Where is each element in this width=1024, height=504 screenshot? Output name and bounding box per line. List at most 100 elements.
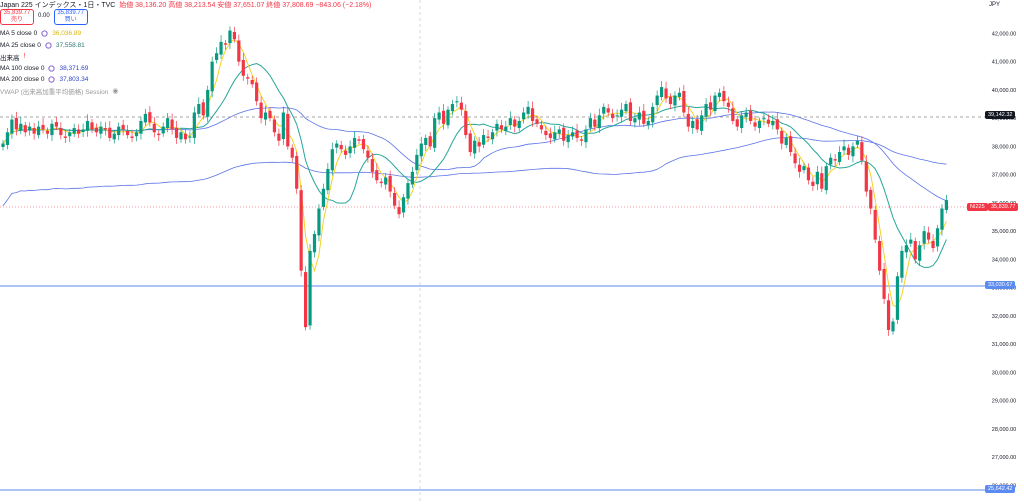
candle-body bbox=[749, 110, 753, 121]
y-tick-label: 41,000.00 bbox=[992, 60, 1016, 66]
y-tick-label: 29,000.00 bbox=[992, 399, 1016, 405]
candle-body bbox=[308, 250, 312, 326]
candle-body bbox=[717, 92, 722, 97]
candle-body bbox=[281, 112, 285, 140]
candle-body bbox=[272, 119, 277, 133]
candle-body bbox=[829, 157, 833, 165]
legend-row-ma100[interactable]: MA 100 close 0 38,371.69 bbox=[0, 63, 118, 75]
eye-icon[interactable]: ◉ bbox=[112, 88, 119, 96]
y-tick-label: 40,000.00 bbox=[992, 88, 1016, 94]
candle-body bbox=[695, 119, 699, 130]
y-tick-label: 38,000.00 bbox=[992, 144, 1016, 150]
candle-body bbox=[130, 136, 134, 138]
candle-body bbox=[664, 88, 668, 99]
legend-row-vwap[interactable]: VWAP (出来高加重平均価格) Session ◉ bbox=[0, 86, 118, 98]
ma25-line bbox=[2, 62, 947, 268]
candle-body bbox=[415, 154, 419, 171]
candle-body bbox=[482, 135, 486, 145]
candle-body bbox=[846, 147, 851, 155]
y-tick-label: 35,000.00 bbox=[992, 229, 1016, 235]
candle-body bbox=[450, 104, 455, 112]
settings-icon[interactable] bbox=[45, 42, 52, 49]
candle-body bbox=[886, 300, 891, 330]
indicator-legend: MA 5 close 0 36,036.89 MA 25 close 0 37,… bbox=[0, 28, 118, 97]
candle-body bbox=[379, 181, 383, 184]
candle-body bbox=[802, 166, 806, 171]
candle-body bbox=[508, 118, 512, 125]
candle-body bbox=[206, 89, 210, 117]
candle-body bbox=[223, 43, 228, 45]
candle-body bbox=[50, 123, 54, 136]
candle-body bbox=[757, 120, 762, 129]
candle-body bbox=[526, 106, 530, 114]
candle-body bbox=[651, 106, 655, 123]
candle-body bbox=[495, 123, 499, 131]
candle-body bbox=[619, 109, 624, 117]
candle-body bbox=[806, 167, 811, 181]
candle-body bbox=[295, 155, 299, 189]
candle-body bbox=[869, 189, 873, 209]
currency-label: JPY bbox=[988, 2, 1000, 8]
candle-body bbox=[424, 137, 428, 145]
symbol-badge: NI225 bbox=[967, 203, 988, 211]
candle-body bbox=[811, 181, 815, 186]
candle-body bbox=[838, 152, 842, 162]
candle-body bbox=[388, 175, 392, 192]
settings-icon[interactable] bbox=[48, 65, 56, 72]
candle-body bbox=[539, 125, 544, 130]
candle-body bbox=[63, 136, 67, 138]
alert-icon[interactable]: ! bbox=[23, 53, 26, 61]
moving-average-lines bbox=[2, 38, 947, 308]
legend-row-volume[interactable]: 出来高 ! bbox=[0, 51, 118, 63]
candle-body bbox=[348, 146, 352, 154]
candle-body bbox=[784, 137, 788, 145]
candle-body bbox=[201, 102, 205, 116]
candle-body bbox=[19, 123, 23, 131]
candle-body bbox=[708, 102, 713, 110]
y-tick-label: 37,000.00 bbox=[992, 173, 1016, 179]
candle-body bbox=[335, 143, 339, 148]
candle-body bbox=[32, 128, 36, 134]
candle-body bbox=[490, 132, 495, 140]
candle-body bbox=[290, 147, 294, 158]
candle-body bbox=[522, 112, 526, 120]
candle-body bbox=[677, 92, 681, 97]
candle-body bbox=[655, 95, 659, 106]
candle-body bbox=[232, 32, 236, 40]
sell-button[interactable]: 35,839.77 売り bbox=[0, 9, 34, 25]
current-price-badge: 35,839.77 bbox=[988, 203, 1019, 211]
legend-label: MA 5 close 0 bbox=[0, 30, 38, 38]
candle-body bbox=[473, 140, 477, 154]
legend-value: 37,558.81 bbox=[55, 41, 85, 49]
symbol-title[interactable]: Japan 225 インデックス・1日・TVC bbox=[0, 2, 116, 9]
buy-button[interactable]: 35,839.77 買い bbox=[53, 9, 88, 25]
candle-body bbox=[210, 61, 214, 92]
candle-body bbox=[192, 112, 196, 138]
legend-row-ma25[interactable]: MA 25 close 0 37,558.81 bbox=[0, 40, 118, 52]
legend-row-ma200[interactable]: MA 200 close 0 37,803.34 bbox=[0, 74, 118, 86]
candle-body bbox=[126, 130, 130, 136]
settings-icon[interactable] bbox=[48, 76, 56, 83]
candle-body bbox=[446, 109, 450, 126]
candle-body bbox=[735, 119, 739, 127]
candle-body bbox=[464, 111, 468, 136]
candle-body bbox=[259, 102, 263, 119]
candle-body bbox=[927, 232, 931, 240]
ohlc-values: 始値 38,136.20 高値 38,213.54 安値 37,651.07 終… bbox=[119, 2, 372, 9]
settings-icon[interactable] bbox=[41, 30, 48, 37]
legend-label: MA 100 close 0 bbox=[0, 64, 45, 72]
candle-body bbox=[557, 129, 561, 134]
candle-body bbox=[59, 128, 63, 136]
candle-body bbox=[909, 239, 913, 244]
candle-body bbox=[250, 80, 254, 85]
legend-value: 38,371.69 bbox=[59, 64, 89, 72]
chart-header: Japan 225 インデックス・1日・TVC 始値 38,136.20 高値 … bbox=[0, 0, 960, 9]
candle-body bbox=[584, 129, 588, 143]
y-tick-label: 30,000.00 bbox=[992, 370, 1016, 376]
candle-body bbox=[370, 159, 374, 172]
candle-body bbox=[913, 241, 917, 260]
candle-body bbox=[277, 133, 281, 141]
legend-row-ma5[interactable]: MA 5 close 0 36,036.89 bbox=[0, 28, 118, 40]
candle-body bbox=[166, 118, 170, 129]
